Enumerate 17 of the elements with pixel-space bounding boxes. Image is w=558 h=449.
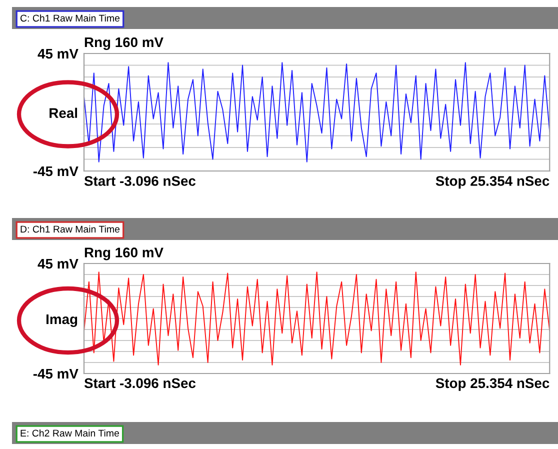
chart-title: C: Ch1 Raw Main Time [20,14,120,22]
y-tick-label: 45 mV [38,48,78,59]
y-axis-title: Imag [46,314,78,327]
y-tick-label: -45 mV [33,166,78,176]
y-axis-title: Real [50,108,78,118]
text: Stop 25.354 nSec [436,176,550,189]
chart-subtitle: Rng 160 mV [84,248,164,260]
text: Start -3.096 nSec [84,378,196,388]
y-tick-label: -45 mV [33,368,78,379]
y-tick-label: 45 mV [38,258,78,269]
text: Stop 25.354 nSec [436,378,550,391]
chart-title: D: Ch1 Raw Main Time [20,225,120,233]
line-series [84,62,550,162]
text: E: Ch2 Raw Main Time [20,429,119,437]
text: Start -3.096 nSec [84,176,196,186]
chart-subtitle: Rng 160 mV [84,37,164,50]
line-series [84,272,550,366]
